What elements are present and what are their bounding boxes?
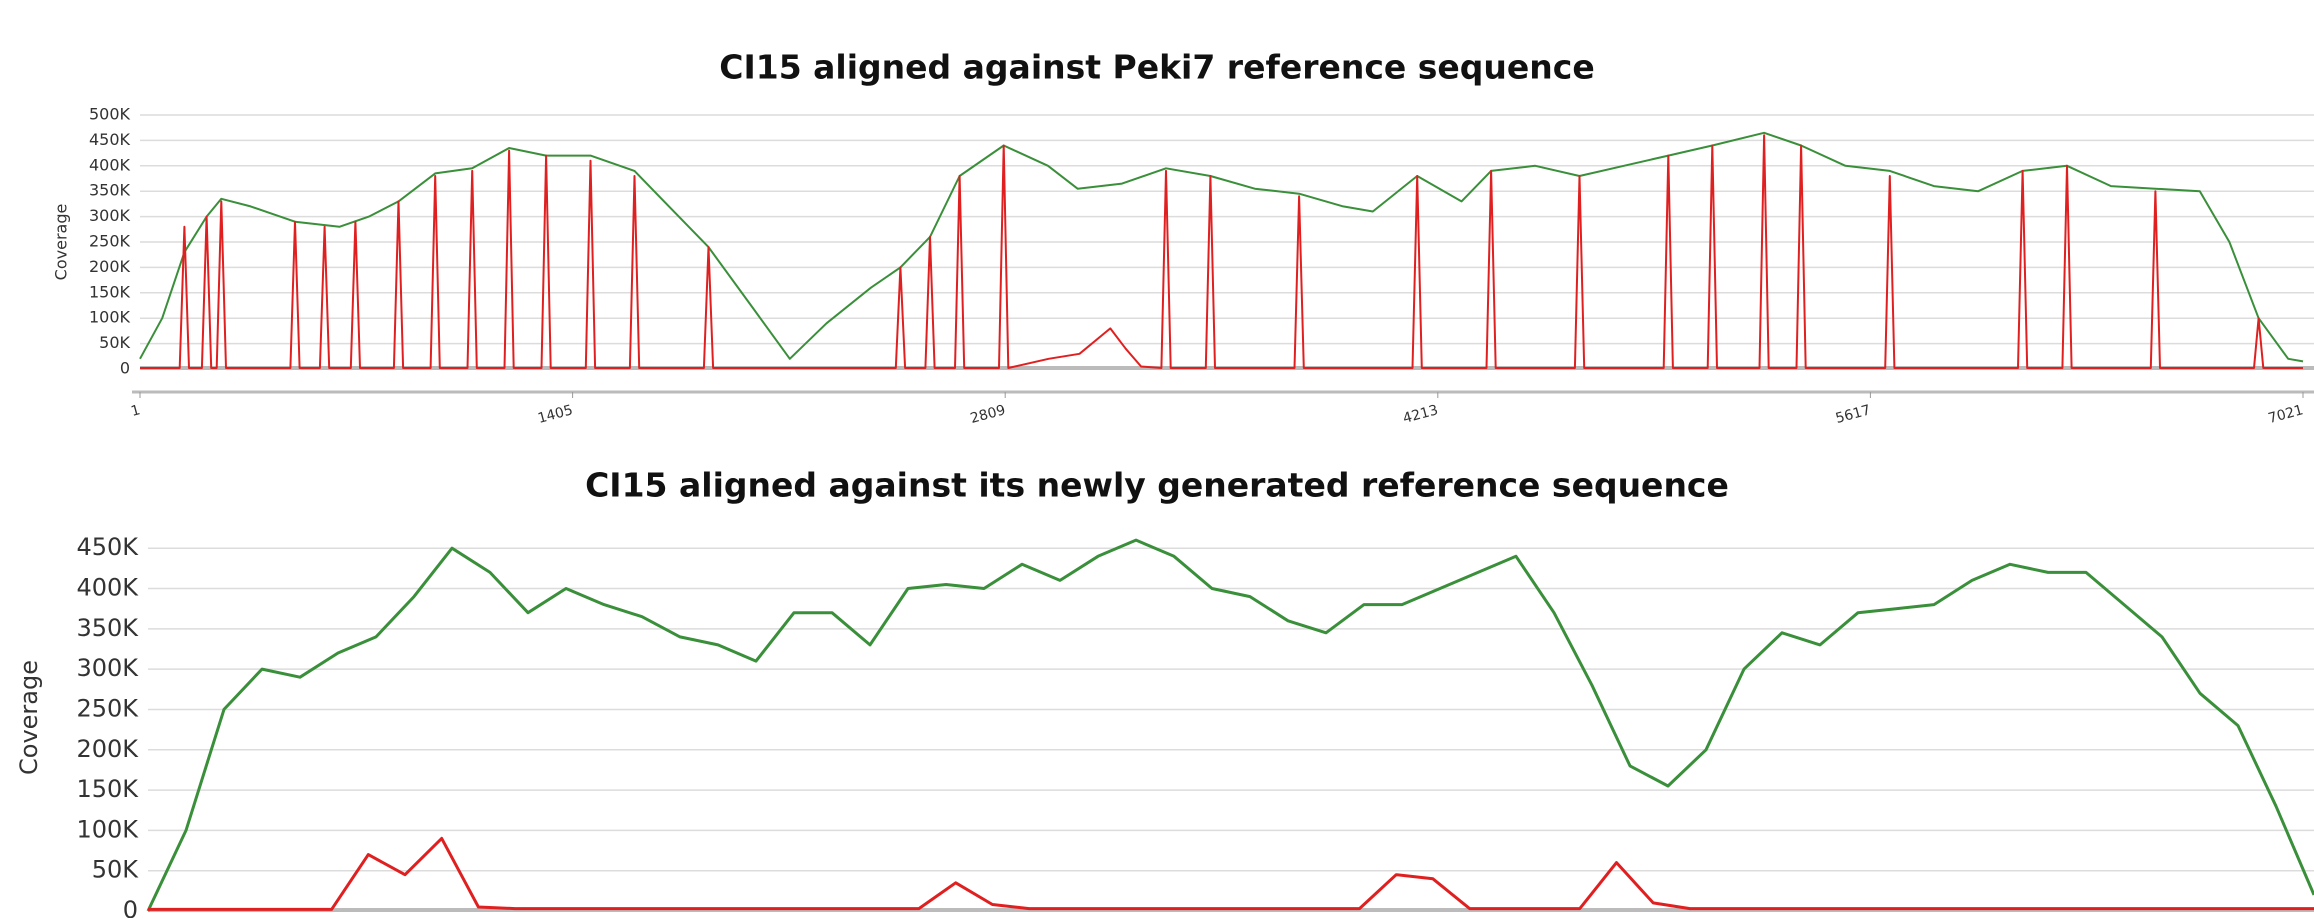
y-tick-label: 450K xyxy=(89,130,131,149)
chart-title: CI15 aligned against Peki7 reference seq… xyxy=(719,48,1594,87)
x-tick-label: 5617 xyxy=(1834,402,1873,427)
x-tick-label: 1 xyxy=(129,402,142,420)
x-tick-label: 7021 xyxy=(2267,402,2306,427)
y-tick-label: 50K xyxy=(99,333,130,352)
y-tick-label: 50K xyxy=(92,856,140,884)
y-tick-label: 200K xyxy=(76,735,139,763)
y-tick-label: 0 xyxy=(120,359,130,378)
x-tick-label: 2809 xyxy=(969,402,1008,427)
y-tick-label: 450K xyxy=(76,533,139,561)
y-tick-label: 300K xyxy=(76,654,139,682)
y-tick-label: 150K xyxy=(89,282,131,301)
y-axis-label: Coverage xyxy=(52,204,71,281)
y-tick-label: 350K xyxy=(76,614,139,642)
series-line xyxy=(140,134,2303,369)
y-tick-label: 400K xyxy=(89,155,131,174)
y-tick-label: 150K xyxy=(76,775,139,803)
y-tick-label: 350K xyxy=(89,181,131,200)
series-line xyxy=(139,131,2304,363)
y-axis-label: Coverage xyxy=(15,660,43,775)
y-tick-label: 300K xyxy=(89,206,131,225)
x-tick-label: 4213 xyxy=(1401,402,1440,427)
y-tick-label: 100K xyxy=(76,815,139,843)
y-tick-label: 200K xyxy=(89,257,131,276)
y-tick-label: 100K xyxy=(89,308,131,327)
y-tick-label: 400K xyxy=(76,574,139,602)
y-tick-label: 500K xyxy=(89,105,131,124)
chart-title: CI15 aligned against its newly generated… xyxy=(585,466,1729,505)
series-line xyxy=(148,836,2314,911)
series-line xyxy=(146,538,2314,912)
y-tick-label: 250K xyxy=(89,232,131,251)
y-tick-label: 250K xyxy=(76,694,139,722)
x-tick-label: 1405 xyxy=(536,402,575,427)
y-tick-label: 0 xyxy=(123,896,138,918)
